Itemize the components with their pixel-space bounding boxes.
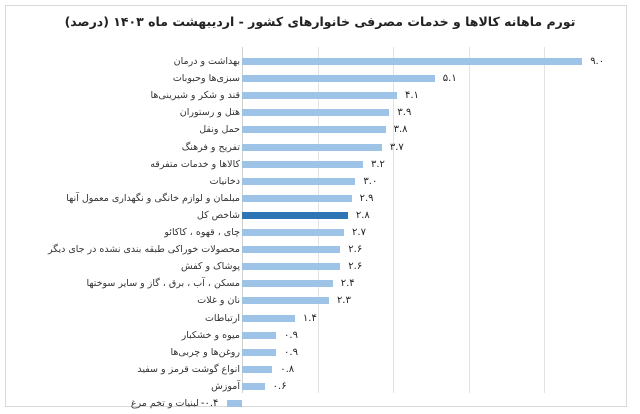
bar-row: روغن‌ها و چربی‌ها ۰.۹ [0,344,640,361]
bar [242,246,341,254]
category-label: چای ، قهوه ، کاکائو [164,227,240,238]
bar [242,280,333,288]
category-label: حمل ونقل [199,124,240,136]
value-label: ۴.۱ [404,90,419,102]
bar-row: دخانیات ۳.۰ [0,173,640,190]
bar-row: لبنیات و تخم مرغ -۰.۴ [0,395,640,412]
bar [242,314,295,322]
bar-row: بهداشت و درمان ۹.۰ [0,53,640,70]
value-label: ۲.۶ [348,261,363,273]
value-label: ۳.۹ [397,107,412,119]
category-label: تفریح و فرهنگ [181,141,240,153]
category-label: پوشاک و کفش [181,261,240,273]
bar-row: ارتباطات ۱.۴ [0,310,640,327]
bar-row: قند و شکر و شیرینی‌ها ۴.۱ [0,87,640,104]
bar [226,400,242,407]
value-label: ۰.۶ [272,380,287,392]
bar-row: نان و غلات ۲.۳ [0,292,640,309]
bar [242,177,356,185]
zero-axis-line [242,47,243,393]
category-label: ارتباطات [204,312,240,324]
bar-row: هتل و رستوران ۳.۹ [0,104,640,121]
bar [242,194,352,202]
bar-row: تفریح و فرهنگ ۳.۷ [0,139,640,156]
bar-row: پوشاک و کفش ۲.۶ [0,258,640,275]
category-label: سبزی‌ها وحبوبات [172,73,240,85]
bar [242,58,583,65]
bar [242,365,273,373]
gridline [469,47,470,393]
category-label: بهداشت و درمان [173,56,240,67]
bar [242,75,435,83]
value-label: ۲.۸ [355,209,370,221]
bar [242,297,329,305]
value-label: ۲.۴ [340,278,355,290]
value-label: ۲.۶ [348,244,363,256]
category-label: هتل و رستوران [179,107,240,119]
bar [242,229,345,236]
bar [242,160,363,168]
category-label: کالاها و خدمات متفرقه [150,158,240,170]
bar-row: انواع گوشت قرمز و سفید ۰.۸ [0,361,640,378]
category-label: مبلمان و لوازم خانگی و نگهداری معمول آنه… [66,192,240,204]
gridline [318,47,319,393]
bar-row: شاخص کل ۲.۸ [0,207,640,224]
bar-row: مبلمان و لوازم خانگی و نگهداری معمول آنه… [0,190,640,207]
value-label: ۳.۰ [363,175,378,187]
bar-row: چای ، قهوه ، کاکائو ۲.۷ [0,224,640,241]
bar [242,143,382,151]
bar [242,263,341,271]
bar [242,331,277,339]
category-label: قند و شکر و شیرینی‌ها [150,90,241,102]
category-label: انواع گوشت قرمز و سفید [137,363,240,375]
bar-row: مسکن ، آب ، برق ، گاز و سایر سوختها ۲.۴ [0,275,640,292]
value-label: ۱.۴ [302,312,317,324]
category-label: مسکن ، آب ، برق ، گاز و سایر سوختها [86,278,240,290]
value-label: ۹.۰ [590,56,605,67]
value-label: ۰.۹ [284,346,298,358]
gridline [393,47,394,393]
value-label: -۰.۴ [200,398,219,409]
bar [242,382,265,390]
category-label: شاخص کل [196,209,240,221]
bar [242,126,386,134]
bar-row: آموزش ۰.۶ [0,378,640,395]
bar-row: میوه و خشکبار ۰.۹ [0,327,640,344]
category-label: دخانیات [209,175,240,187]
category-label: میوه و خشکبار [181,329,240,341]
value-label: ۲.۷ [352,227,366,238]
bar-row: حمل ونقل ۳.۸ [0,121,640,138]
value-label: ۳.۲ [370,158,385,170]
category-label: آموزش [211,380,240,392]
chart-title: تورم ماهانه کالاها و خدمات مصرفی خانواره… [64,14,576,29]
category-label: نان و غلات [197,295,240,307]
chart-frame [5,5,627,407]
bar-row: کالاها و خدمات متفرقه ۳.۲ [0,156,640,173]
value-label: ۳.۷ [389,141,404,153]
gridline [544,47,545,393]
value-label: ۰.۸ [280,363,295,375]
category-label: روغن‌ها و چربی‌ها [170,346,241,358]
bar-highlighted [242,211,348,219]
value-label: ۲.۹ [359,192,374,204]
value-label: ۳.۸ [393,124,408,136]
category-label: محصولات خوراکی طبقه بندی نشده در جای دیگ… [47,244,240,256]
bar [242,109,390,117]
category-label: لبنیات و تخم مرغ [130,398,199,409]
bar-row: سبزی‌ها وحبوبات ۵.۱ [0,70,640,87]
bar [242,348,277,356]
bar [242,92,397,100]
value-label: ۲.۳ [336,295,351,307]
bar-row: محصولات خوراکی طبقه بندی نشده در جای دیگ… [0,241,640,258]
value-label: ۵.۱ [442,73,457,85]
value-label: ۰.۹ [284,329,298,341]
